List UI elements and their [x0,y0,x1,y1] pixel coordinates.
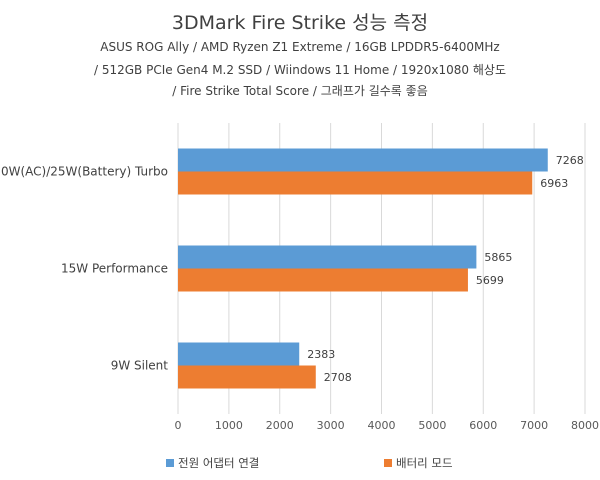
x-tick-label: 7000 [520,419,548,432]
legend-swatch-ac [166,459,174,467]
chart-subtitle-line-2: / 512GB PCIe Gen4 M.2 SSD / Wiindows 11 … [94,63,506,77]
bar [178,268,468,292]
x-tick-label: 2000 [266,419,294,432]
data-label: 5865 [484,251,512,264]
legend-item-battery: 배터리 모드 [384,455,453,471]
data-label: 2708 [324,371,352,384]
data-label: 5699 [476,274,504,287]
data-label: 2383 [307,348,335,361]
bar [178,171,533,195]
x-tick-label: 1000 [215,419,243,432]
chart-title: 3DMark Fire Strike 성능 측정 [171,12,429,34]
data-label: 6963 [540,177,568,190]
x-tick-label: 5000 [418,419,446,432]
legend-item-ac: 전원 어댑터 연결 [166,455,259,471]
chart-subtitle-line-3: / Fire Strike Total Score / 그래프가 길수록 좋음 [172,84,428,98]
x-tick-label: 0 [175,419,182,432]
x-tick-label: 6000 [469,419,497,432]
x-tick-label: 3000 [317,419,345,432]
x-tick-label: 4000 [368,419,396,432]
data-label: 7268 [556,154,584,167]
legend-swatch-battery [384,459,392,467]
legend-label-battery: 배터리 모드 [396,456,453,470]
bar [178,245,477,269]
bar [178,148,548,172]
legend-label-ac: 전원 어댑터 연결 [178,456,260,470]
category-label: 30W(AC)/25W(Battery) Turbo [0,165,168,179]
chart-subtitle-line-1: ASUS ROG Ally / AMD Ryzen Z1 Extreme / 1… [100,40,500,54]
bar [178,365,316,389]
category-label: 9W Silent [111,359,169,373]
x-tick-label: 8000 [571,419,599,432]
bar [178,342,300,366]
category-label: 15W Performance [61,262,168,276]
